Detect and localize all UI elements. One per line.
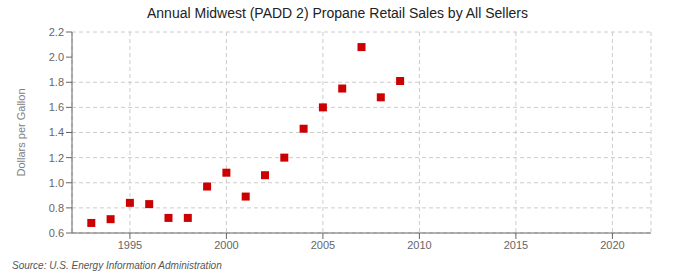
svg-text:2010: 2010 — [407, 239, 431, 251]
html-text:Annual Midwest (PADD 2) Propan: Annual Midwest (PADD 2) Propane Retail S… — [147, 5, 528, 21]
svg-text:2005: 2005 — [311, 239, 335, 251]
svg-text:0.8: 0.8 — [49, 202, 64, 214]
svg-text:2.0: 2.0 — [49, 51, 64, 63]
svg-text:Dollars per Gallon: Dollars per Gallon — [15, 88, 27, 176]
svg-text:2000: 2000 — [214, 239, 238, 251]
svg-text:1.2: 1.2 — [49, 152, 64, 164]
svg-text:1.6: 1.6 — [49, 101, 64, 113]
svg-text:1995: 1995 — [118, 239, 142, 251]
svg-text:1.8: 1.8 — [49, 76, 64, 88]
svg-text:2020: 2020 — [600, 239, 624, 251]
svg-text:1.4: 1.4 — [49, 126, 64, 138]
svg-text:1.0: 1.0 — [49, 177, 64, 189]
html-text:Source: U.S. Energy Informatio: Source: U.S. Energy Information Administ… — [12, 260, 222, 271]
svg-text:0.6: 0.6 — [49, 227, 64, 239]
svg-text:2015: 2015 — [504, 239, 528, 251]
svg-text:2.2: 2.2 — [49, 26, 64, 38]
